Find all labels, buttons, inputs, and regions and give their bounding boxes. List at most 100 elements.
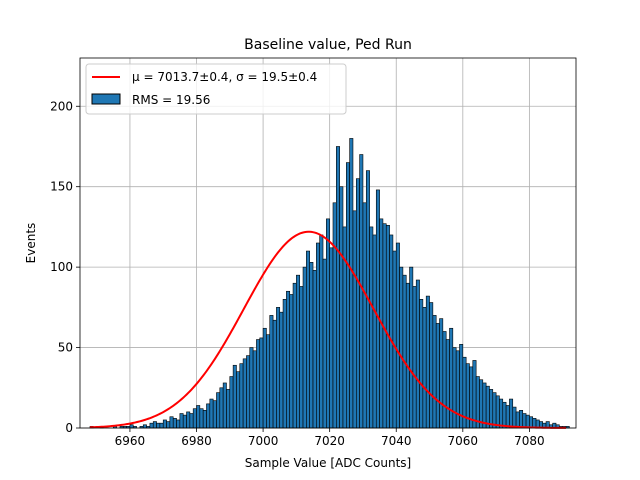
histogram-bar [192, 408, 197, 429]
histogram-bar [249, 347, 254, 429]
histogram-bar [156, 422, 161, 429]
y-tick-label: 50 [58, 341, 73, 355]
histogram-bar [239, 363, 244, 429]
histogram-bar [199, 408, 204, 429]
histogram-bar [445, 339, 450, 429]
histogram-bar [299, 286, 304, 429]
histogram-bar [262, 327, 267, 429]
histogram-bar [452, 347, 457, 429]
histogram-bar [419, 299, 424, 429]
histogram-bar [449, 327, 454, 429]
histogram-bar [339, 186, 344, 429]
histogram-bar [189, 413, 194, 429]
plot-frame [79, 57, 577, 429]
histogram-bar [142, 424, 147, 429]
legend: μ = 7013.7±0.4, σ = 19.5±0.4 RMS = 19.56 [85, 63, 347, 115]
y-tick-label: 200 [50, 99, 73, 113]
x-tick-label: 7000 [248, 434, 279, 448]
histogram-bar [409, 266, 414, 429]
histogram-bar [216, 392, 221, 429]
histogram-bar [269, 315, 274, 429]
x-tick-label: 7020 [314, 434, 345, 448]
histogram-bar [296, 274, 301, 429]
histogram-bar [336, 146, 340, 429]
histogram-bar [512, 406, 517, 429]
histogram-bar [202, 410, 207, 429]
histogram-bar [159, 422, 164, 429]
y-axis-ticks: 0 50 100 150 200 [50, 99, 80, 435]
histogram-bar [219, 387, 224, 429]
histogram-bar [246, 355, 251, 429]
histogram-bar [429, 302, 434, 429]
histogram-bar [236, 371, 241, 429]
histogram-bar [432, 315, 437, 429]
histogram-bar [166, 421, 171, 429]
histogram-bar [375, 189, 380, 429]
histogram-bar [505, 405, 510, 429]
histogram-bar [522, 413, 527, 429]
histogram-bar [222, 382, 227, 429]
histogram-bar [176, 419, 181, 429]
histogram-bar [169, 416, 174, 429]
legend-box [85, 63, 347, 115]
histogram-bar [435, 323, 440, 429]
histogram-bar [289, 294, 294, 429]
y-axis-label: Events [24, 223, 38, 264]
histogram-bar [322, 258, 327, 429]
histogram-bar [479, 379, 484, 429]
histogram-bar [172, 418, 177, 429]
histogram-bar [485, 385, 490, 429]
x-axis-ticks: 6960 6980 7000 7020 7040 7060 7080 [115, 428, 545, 448]
histogram-bar [312, 270, 317, 429]
histogram-bar [422, 307, 427, 429]
histogram-bar [332, 202, 337, 429]
histogram-bar [252, 350, 257, 429]
histogram-bar [182, 414, 187, 429]
histogram-bar [316, 242, 320, 429]
x-tick-label: 7040 [381, 434, 412, 448]
histogram-bar [152, 421, 157, 429]
histogram-bar [482, 382, 487, 429]
histogram-bar [369, 226, 374, 429]
histogram-bar [309, 262, 314, 429]
histogram-bar [502, 401, 507, 429]
legend-hist-swatch [91, 93, 121, 105]
histogram-bar [392, 250, 397, 429]
histogram-bar [385, 225, 390, 429]
histogram-bar [395, 242, 400, 429]
histogram-bar [399, 266, 404, 429]
histogram-bar [272, 319, 277, 429]
histogram-bar [402, 274, 407, 429]
histogram-bar [302, 266, 307, 429]
histogram-bar [492, 392, 497, 429]
histogram-bar [499, 398, 504, 429]
histogram-bar [286, 290, 291, 429]
histogram-bar [282, 299, 287, 429]
histogram-bar [412, 286, 417, 429]
y-tick-label: 100 [50, 260, 73, 274]
histogram-bar [129, 424, 134, 429]
histogram-bar [362, 202, 367, 429]
histogram-bar [346, 162, 350, 429]
histogram-bar [226, 389, 231, 429]
histogram-bar [495, 395, 500, 429]
histogram-bar [519, 410, 524, 429]
histogram-bar [259, 337, 264, 429]
histogram-bar [326, 218, 330, 429]
x-tick-label: 7060 [448, 434, 479, 448]
histogram-bar [352, 210, 357, 429]
histogram-bar [232, 364, 237, 429]
x-axis-label: Sample Value [ADC Counts] [245, 456, 411, 470]
histogram-bar [405, 282, 410, 429]
histogram-bar [276, 307, 281, 429]
histogram-bar [529, 416, 534, 429]
x-tick-label: 6960 [115, 434, 146, 448]
histogram-bar [162, 419, 167, 429]
histogram-bar [196, 405, 201, 429]
histogram-bar [349, 138, 354, 429]
histogram-bar [242, 358, 247, 429]
histogram-bar [292, 282, 297, 429]
histogram-bar [425, 295, 430, 429]
legend-hist-label: RMS = 19.56 [132, 93, 210, 107]
